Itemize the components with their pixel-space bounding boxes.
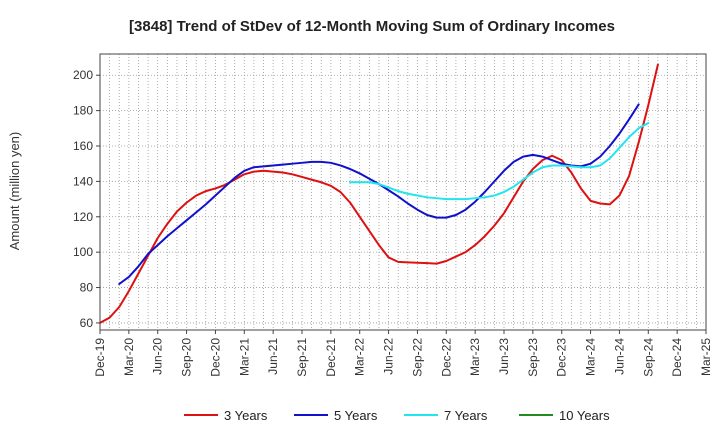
y-tick-label: 140: [73, 174, 93, 188]
legend-label: 10 Years: [559, 408, 610, 423]
legend-label: 7 Years: [444, 408, 488, 423]
x-tick-label: Dec-19: [93, 338, 107, 377]
x-tick-label: Jun-21: [266, 338, 280, 375]
grid: [100, 54, 706, 330]
x-tick-label: Sep-24: [641, 338, 655, 377]
x-tick-label: Jun-22: [382, 338, 396, 375]
x-tick-label: Mar-25: [699, 338, 713, 376]
x-tick-label: Jun-23: [497, 338, 511, 375]
y-axis-label: Amount (million yen): [7, 132, 22, 251]
x-tick-label: Dec-21: [324, 338, 338, 377]
x-tick-label: Sep-22: [410, 338, 424, 377]
legend: 3 Years 5 Years 7 Years 10 Years: [184, 408, 610, 423]
x-tick-label: Mar-24: [584, 338, 598, 376]
x-tick-label: Mar-21: [237, 338, 251, 376]
x-tick-label: Sep-23: [526, 338, 540, 377]
series-line-3-years: [99, 63, 659, 324]
x-tick-label: Mar-20: [122, 338, 136, 376]
y-ticks: 60 80 100 120 140 160 180 200: [73, 68, 100, 330]
x-tick-label: Dec-20: [208, 338, 222, 377]
y-tick-label: 100: [73, 245, 93, 259]
x-tick-label: Dec-23: [555, 338, 569, 377]
y-tick-label: 120: [73, 210, 93, 224]
series-line-7-years: [349, 122, 650, 201]
legend-label: 3 Years: [224, 408, 268, 423]
x-tick-label: Sep-21: [295, 338, 309, 377]
y-tick-label: 160: [73, 139, 93, 153]
x-tick-label: Sep-20: [180, 338, 194, 377]
x-tick-label: Dec-24: [670, 338, 684, 377]
legend-label: 5 Years: [334, 408, 378, 423]
x-tick-label: Mar-22: [353, 338, 367, 376]
series-lines: [99, 63, 659, 324]
y-tick-label: 80: [80, 281, 94, 295]
plot-frame: [99, 53, 707, 331]
x-tick-label: Jun-20: [151, 338, 165, 375]
chart-title: [3848] Trend of StDev of 12-Month Moving…: [129, 18, 615, 35]
y-tick-label: 180: [73, 104, 93, 118]
y-tick-label: 200: [73, 68, 93, 82]
y-tick-label: 60: [80, 316, 94, 330]
x-tick-label: Dec-22: [439, 338, 453, 377]
x-tick-label: Jun-24: [612, 338, 626, 375]
x-ticks: Dec-19 Mar-20 Jun-20 Sep-20 Dec-20 Mar-21 Jun-…: [93, 330, 713, 377]
x-tick-label: Mar-23: [468, 338, 482, 376]
